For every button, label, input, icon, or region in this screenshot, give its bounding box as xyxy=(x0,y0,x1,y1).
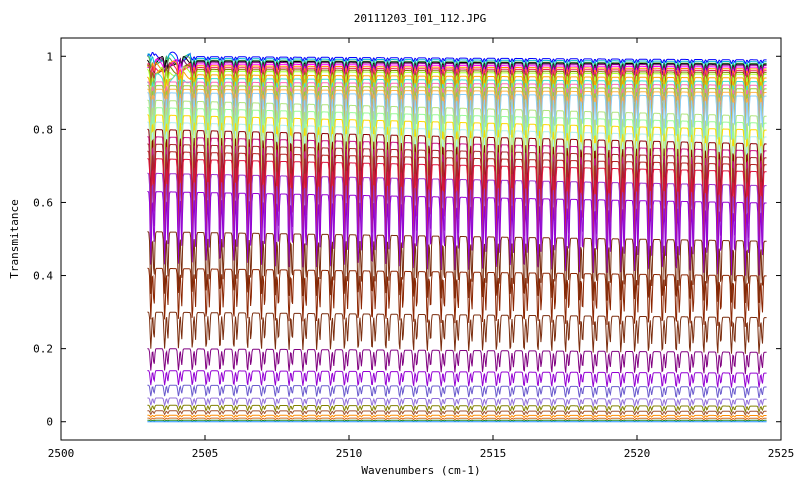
plot-frame xyxy=(60,37,782,441)
y-tick-label: 0.2 xyxy=(33,343,53,356)
y-tick-label: 0.8 xyxy=(33,123,53,136)
series-line xyxy=(147,191,767,276)
x-tick-label: 2525 xyxy=(768,447,795,460)
series-line xyxy=(146,51,767,65)
series-line xyxy=(147,419,767,422)
series-line xyxy=(147,404,767,414)
x-tick-label: 2500 xyxy=(48,447,75,460)
series-line xyxy=(147,397,767,409)
y-tick-label: 1 xyxy=(46,50,53,63)
x-axis: 2500 2505 2510 2515 2520 2525 xyxy=(48,38,795,460)
series-group xyxy=(146,51,767,423)
y-tick-label: 0.6 xyxy=(33,196,53,209)
series-line xyxy=(147,311,767,354)
chart-title: 20111203_I01_112.JPG xyxy=(354,12,486,25)
series-line xyxy=(147,231,767,304)
x-tick-label: 2505 xyxy=(192,447,219,460)
y-tick-label: 0 xyxy=(46,416,53,429)
series-line xyxy=(147,267,767,327)
y-axis-label: Transmitance xyxy=(8,199,21,278)
series-line xyxy=(147,410,767,416)
x-tick-label: 2510 xyxy=(336,447,363,460)
y-axis: 0 0.2 0.4 0.6 0.8 1 xyxy=(33,50,781,429)
y-tick-label: 0.4 xyxy=(33,270,53,283)
x-tick-label: 2515 xyxy=(480,447,507,460)
series-line xyxy=(147,348,767,375)
x-axis-label: Wavenumbers (cm-1) xyxy=(361,464,480,477)
x-tick-label: 2520 xyxy=(624,447,651,460)
series-line xyxy=(147,417,767,421)
series-line xyxy=(147,370,767,389)
series-line xyxy=(147,414,767,419)
series-line xyxy=(147,384,767,399)
